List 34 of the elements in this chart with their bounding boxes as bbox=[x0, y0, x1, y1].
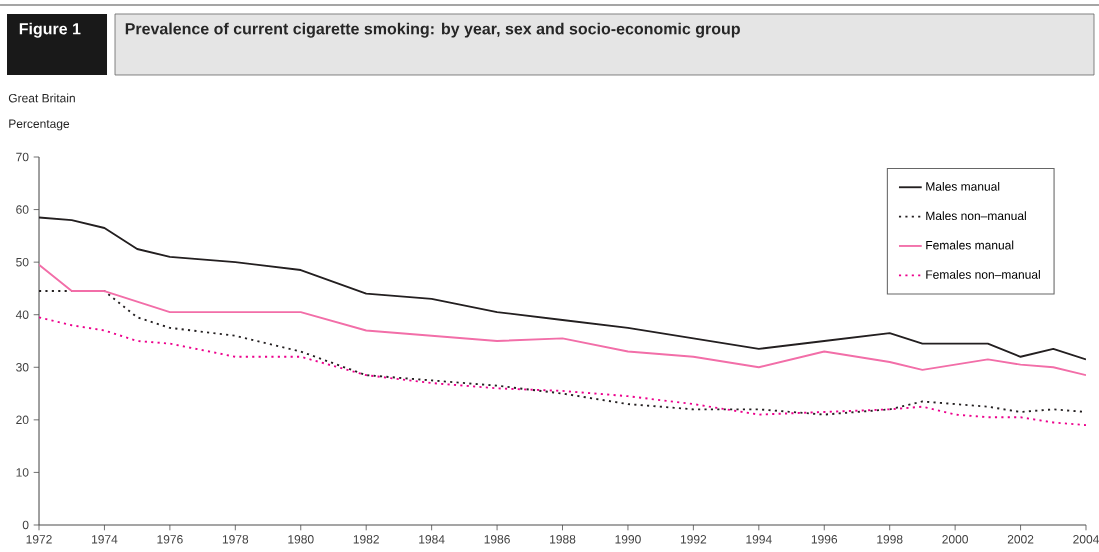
y-tick-label: 40 bbox=[15, 310, 29, 319]
x-tick-label: 1982 bbox=[353, 535, 379, 544]
y-tick-label: 30 bbox=[16, 363, 29, 372]
x-tick-label: 1978 bbox=[222, 535, 249, 544]
x-tick-label: 1974 bbox=[92, 535, 118, 544]
x-tick-label: 1976 bbox=[157, 535, 183, 544]
x-tick-label: 1992 bbox=[680, 535, 707, 544]
x-tick-label: 2002 bbox=[1007, 535, 1034, 544]
y-tick-label: 10 bbox=[16, 468, 29, 477]
x-tick-label: 2004 bbox=[1073, 535, 1099, 544]
text: Great Britain bbox=[8, 93, 75, 103]
x-tick-label: 1980 bbox=[288, 535, 314, 544]
x-tick-label: 2000 bbox=[942, 535, 969, 544]
x-tick-label: 1986 bbox=[484, 535, 510, 544]
x-tick-label: 1988 bbox=[550, 535, 576, 544]
y-tick-label: 0 bbox=[22, 520, 29, 530]
y-tick-label: 60 bbox=[16, 205, 29, 214]
x-tick-label: 1996 bbox=[811, 535, 838, 544]
legend-label: Females non–manual bbox=[926, 269, 1040, 279]
y-tick-label: 50 bbox=[16, 257, 29, 267]
line-series bbox=[39, 316, 1086, 427]
x-tick-label: 1984 bbox=[419, 535, 445, 544]
legend-label: Males non–manual bbox=[926, 211, 1026, 221]
x-tick-label: 1972 bbox=[26, 535, 52, 544]
y-axis-title: Percentage bbox=[9, 119, 70, 131]
y-tick-label: 20 bbox=[16, 415, 29, 425]
y-tick-label: 70 bbox=[16, 152, 29, 162]
x-tick-label: 1998 bbox=[877, 535, 903, 544]
legend-label: Females manual bbox=[926, 240, 1014, 250]
x-tick-label: 1990 bbox=[615, 535, 641, 544]
legend-label: Males manual bbox=[926, 181, 1000, 191]
x-tick-label: 1994 bbox=[746, 535, 772, 544]
caption: Figure 1 bbox=[19, 22, 81, 38]
chart-title: Prevalence of current cigarette smoking: by year, sex and socio-economic group bbox=[125, 22, 740, 38]
